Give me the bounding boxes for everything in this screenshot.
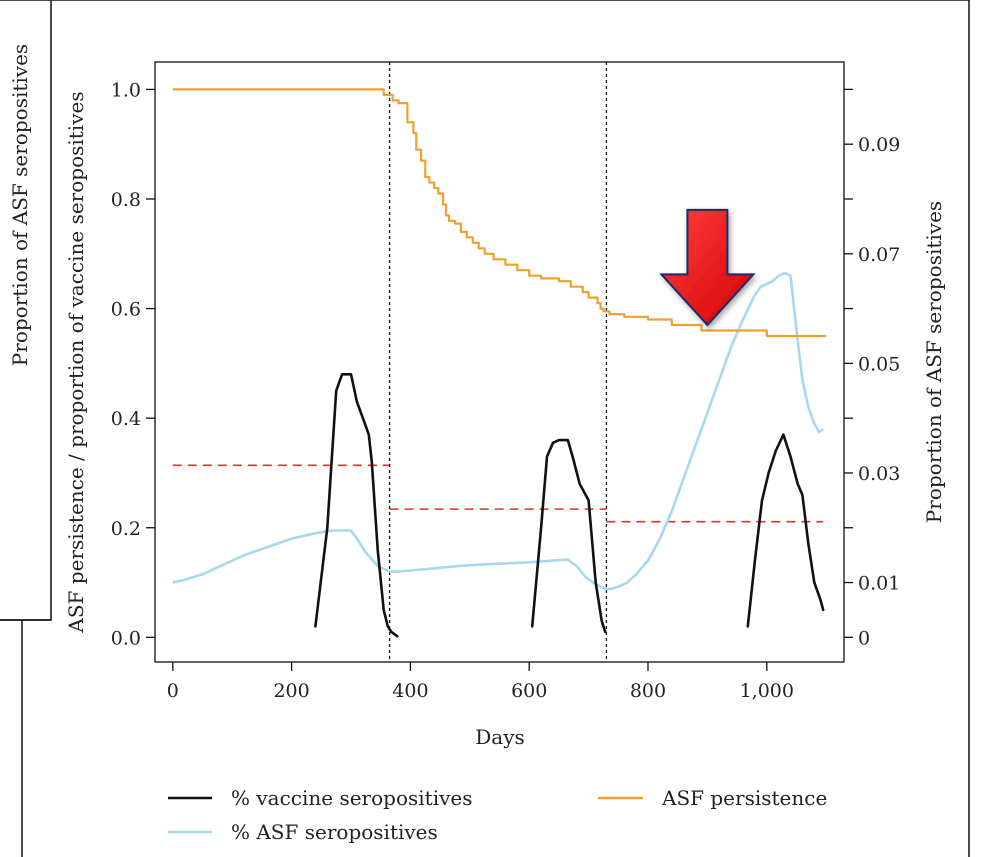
red-down-arrow-icon [659, 208, 756, 327]
legend-label-persistence: ASF persistence [661, 786, 827, 810]
right-y-axis-title: Proportion of ASF seropositives [922, 201, 946, 523]
x-tick-label: 200 [273, 680, 309, 702]
right-y-tick-label: 0.01 [858, 573, 900, 595]
plot-frame [154, 61, 845, 663]
x-tick-label: 600 [511, 680, 547, 702]
right-y-tick-label: 0 [858, 627, 870, 649]
right-y-tick-label: 0.07 [858, 244, 900, 266]
annotation-layer [659, 208, 756, 327]
x-tick-label: 400 [392, 680, 428, 702]
left-y-axis-title: ASF persistence / proportion of vaccine … [64, 91, 88, 633]
legend: % vaccine seropositives ASF persistence … [168, 786, 827, 844]
left-y-tick-label: 0.4 [111, 408, 141, 430]
legend-label-asf: % ASF seropositives [231, 820, 438, 844]
main-panel-frame [51, 0, 970, 857]
reference-lines-layer [172, 464, 824, 523]
series-line-asf-persistence [172, 88, 827, 338]
left-y-tick-label: 0.8 [111, 189, 141, 211]
right-y-tick-label: 0.03 [858, 463, 900, 485]
x-tick-label: 0 [167, 680, 179, 702]
x-tick-label: 800 [630, 680, 666, 702]
legend-label-vaccine: % vaccine seropositives [231, 786, 473, 810]
left-y-tick-label: 0.0 [111, 627, 141, 649]
outer-panel-label: Proportion of ASF seropositives [8, 44, 32, 366]
left-y-tick-label: 0.6 [111, 299, 141, 321]
x-axis-title: Days [475, 725, 525, 749]
x-tick-label: 1,000 [740, 680, 794, 702]
series-line-vaccine-seropositives [314, 373, 399, 638]
left-y-tick-label: 0.2 [111, 518, 141, 540]
vertical-marker-lines-layer [388, 62, 608, 662]
right-y-tick-label: 0.05 [858, 353, 900, 375]
series-layer [172, 88, 827, 638]
axes-layer: 0 200 400 600 800 1,000 0.0 0.2 0.4 0.6 0.8 1.0 0 0.0… [111, 79, 901, 702]
left-y-tick-label: 1.0 [111, 79, 141, 101]
series-line-vaccine-seropositives [746, 433, 825, 628]
right-y-tick-label: 0.09 [858, 134, 900, 156]
series-line-asf-seropositives [172, 271, 824, 591]
series-line-vaccine-seropositives [530, 438, 607, 634]
